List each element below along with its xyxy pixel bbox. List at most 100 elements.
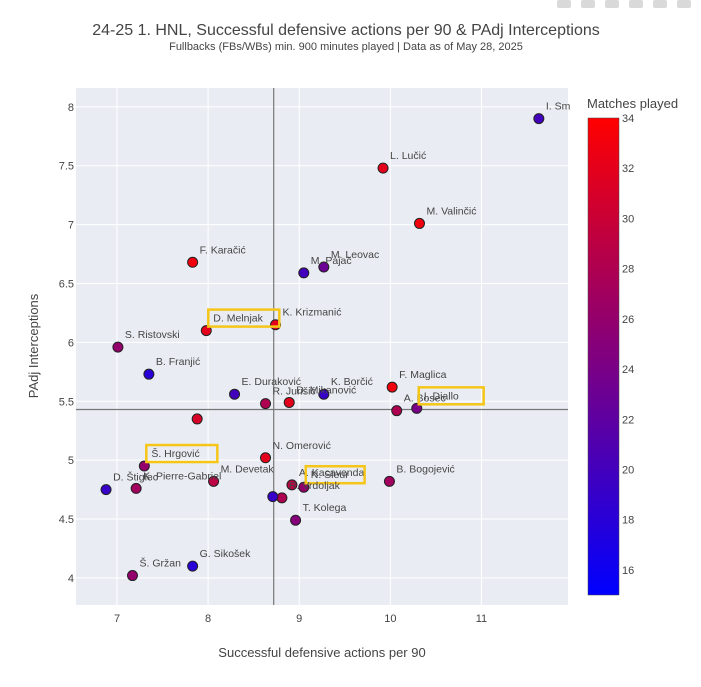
x-tick-label: 7 xyxy=(114,613,120,625)
scatter-point[interactable] xyxy=(100,484,112,496)
scatter-point[interactable] xyxy=(208,475,220,487)
point-label: I. Sm xyxy=(546,101,571,113)
scatter-point[interactable] xyxy=(229,388,241,400)
point-label: R. Vrdoljak xyxy=(289,480,341,492)
scatter-point[interactable] xyxy=(130,482,142,494)
scatter-point[interactable] xyxy=(286,479,298,491)
scatter-point[interactable] xyxy=(138,460,150,472)
pan-icon[interactable] xyxy=(605,0,619,8)
zoom-icon[interactable] xyxy=(581,0,595,8)
point-label: G. Sikošek xyxy=(200,548,252,560)
point-label: F. Maglica xyxy=(399,369,446,381)
scatter-point[interactable] xyxy=(126,570,138,582)
colorbar-tick-label: 32 xyxy=(622,163,634,175)
highlight-box xyxy=(145,443,219,464)
highlight-box xyxy=(207,308,281,328)
chart-subtitle: Fullbacks (FBs/WBs) min. 900 minutes pla… xyxy=(169,41,523,53)
y-axis-title: PAdj Interceptions xyxy=(26,293,41,398)
scatter-point[interactable] xyxy=(298,481,310,493)
grid-lines xyxy=(76,88,568,605)
y-tick-label: 8 xyxy=(68,102,74,114)
point-label: R. Jurišić xyxy=(273,386,316,398)
point-label: Š. Hrgović xyxy=(151,447,199,460)
colorbar-ticks: 16 18 20 22 24 26 28 30 32 34 xyxy=(622,113,634,577)
scatter-point[interactable] xyxy=(383,475,395,487)
scatter-point[interactable] xyxy=(298,267,310,279)
scatter-point[interactable] xyxy=(143,368,155,380)
colorbar-tick-label: 18 xyxy=(622,515,634,527)
x-tick-label: 8 xyxy=(205,613,211,625)
scatter-point[interactable] xyxy=(187,256,199,268)
point-label: S. Ristovski xyxy=(125,329,180,341)
scatter-point[interactable] xyxy=(377,162,389,174)
y-tick-label: 7 xyxy=(68,220,74,232)
point-label: A. Bosec xyxy=(404,393,446,405)
x-tick-label: 10 xyxy=(384,613,396,625)
chart-title: 24-25 1. HNL, Successful defensive actio… xyxy=(92,22,600,39)
scatter-point[interactable] xyxy=(318,388,330,400)
scatter-point[interactable] xyxy=(267,491,279,503)
colorbar-tick-label: 26 xyxy=(622,314,634,326)
x-tick-label: 9 xyxy=(296,613,302,625)
colorbar-tick-label: 22 xyxy=(622,414,634,426)
highlight-box xyxy=(304,464,366,485)
scatter-point[interactable] xyxy=(112,341,124,353)
highlight-box xyxy=(417,386,485,406)
scatter-point[interactable] xyxy=(533,113,545,125)
colorbar-tick-label: 20 xyxy=(622,464,634,476)
axis-ticks: 7 8 9 10 11 4 4.5 5 5.5 6 6.5 7 7.5 8 xyxy=(59,102,487,625)
autoscale-icon[interactable] xyxy=(677,0,691,8)
y-tick-label: 4 xyxy=(68,573,74,585)
scatter-point[interactable] xyxy=(391,405,403,417)
point-label: M. Devetak xyxy=(221,463,275,475)
point-label: K. Borčić xyxy=(331,376,373,388)
point-label: D. Mikanović xyxy=(296,384,356,396)
point-label: M. Valinčić xyxy=(426,205,476,217)
scatter-point[interactable] xyxy=(413,217,425,229)
data-points: I. Sm L. Lučić M. Valinčić F. Karačić M. Leo… xyxy=(100,101,571,582)
colorbar-tick-label: 30 xyxy=(622,213,634,225)
scatter-point[interactable] xyxy=(386,381,398,393)
colorbar-title: Matches played xyxy=(587,96,678,111)
scatter-point[interactable] xyxy=(276,492,288,504)
point-label: K. Pierre-Gabriel xyxy=(143,470,221,482)
y-tick-label: 5 xyxy=(68,455,74,467)
point-label: D. Štiglec xyxy=(113,471,158,484)
scatter-point[interactable] xyxy=(260,398,272,410)
point-label: B. Bogojević xyxy=(396,463,454,475)
x-axis-title: Successful defensive actions per 90 xyxy=(218,645,425,660)
point-label: F. Karačić xyxy=(200,244,246,256)
scatter-point[interactable] xyxy=(260,452,272,464)
point-label: N. Omerović xyxy=(273,440,331,452)
colorbar-tick-label: 28 xyxy=(622,264,634,276)
colorbar-tick-label: 16 xyxy=(622,565,634,577)
point-label: M. Pajač xyxy=(311,255,352,267)
scatter-point[interactable] xyxy=(290,514,302,526)
scatter-point[interactable] xyxy=(318,261,330,273)
colorbar-gradient xyxy=(587,117,620,596)
scatter-point[interactable] xyxy=(187,560,199,572)
point-label: E. Duraković xyxy=(242,376,302,388)
plot-toolbar[interactable] xyxy=(557,0,691,8)
point-label: A. Kacavenda xyxy=(299,467,365,479)
y-tick-label: 4.5 xyxy=(59,514,74,526)
scatter-point[interactable] xyxy=(191,413,203,425)
scatter-point[interactable] xyxy=(411,402,423,414)
zoom-in-icon[interactable] xyxy=(629,0,643,8)
y-tick-label: 7.5 xyxy=(59,161,74,173)
point-label: B. Franjić xyxy=(156,356,200,368)
point-label: M. Leovac xyxy=(331,249,379,261)
colorbar: Matches played 16 18 20 22 24 26 28 30 32 34 xyxy=(587,96,678,596)
point-label: Š. Gržan xyxy=(139,557,181,570)
point-label: D. Melnjak xyxy=(213,313,263,325)
camera-icon[interactable] xyxy=(557,0,571,8)
reference-lines xyxy=(76,88,568,605)
colorbar-tick-label: 34 xyxy=(622,113,634,125)
y-tick-label: 6 xyxy=(68,337,74,349)
zoom-out-icon[interactable] xyxy=(653,0,667,8)
scatter-point[interactable] xyxy=(200,325,212,337)
scatter-point[interactable] xyxy=(283,396,295,408)
y-tick-label: 5.5 xyxy=(59,396,74,408)
colorbar-tick-label: 24 xyxy=(622,364,634,376)
